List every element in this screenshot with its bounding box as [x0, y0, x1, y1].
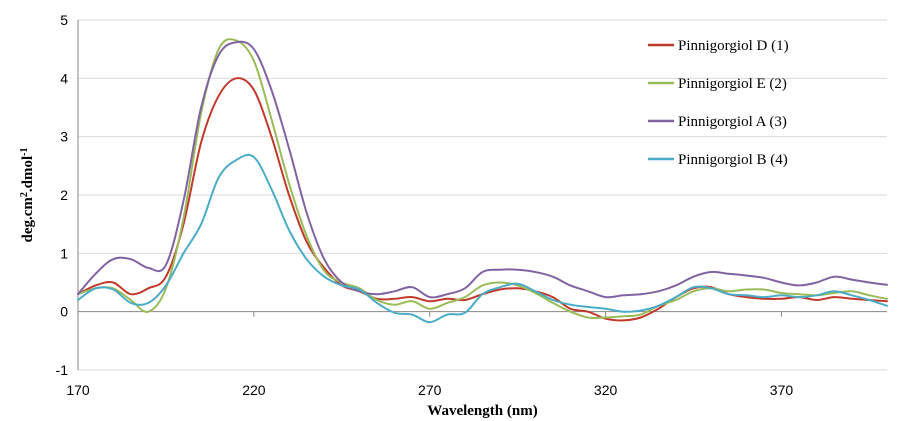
x-tick-label: 320 [594, 382, 618, 398]
y-tick-label: 5 [60, 12, 68, 28]
series-line-3 [77, 40, 888, 299]
series-lines [77, 38, 888, 324]
legend: Pinnigorgiol D (1) Pinnigorgiol E (2) Pinn… [648, 38, 789, 168]
legend-label: Pinnigorgiol A (3) [678, 114, 787, 130]
x-axis-title: Wavelength (nm) [427, 403, 537, 419]
series-line-4 [77, 153, 888, 324]
y-tick-label: 4 [60, 70, 68, 86]
y-axis-title-main: deg.cm [20, 197, 36, 243]
y-axis-title: deg.cm2.dmol-1 [19, 147, 37, 242]
x-tick-label: 170 [66, 382, 90, 398]
y-tick-label: 3 [60, 129, 68, 145]
legend-label: Pinnigorgiol B (4) [678, 152, 788, 168]
y-tick-label: 0 [60, 304, 68, 320]
y-axis-title-sup1: 2 [19, 192, 30, 197]
gridlines [78, 19, 887, 371]
x-tick-marks [77, 311, 782, 317]
y-tick-label: 1 [60, 245, 68, 261]
y-axis-title-sup2: -1 [19, 147, 30, 155]
y-tick-label: 2 [60, 187, 68, 203]
x-tick-labels: 170 220 270 320 370 [66, 382, 793, 398]
y-tick-label: -1 [56, 362, 69, 378]
x-tick-label: 370 [770, 382, 794, 398]
y-tick-labels: -1 0 1 2 3 4 5 [56, 12, 69, 378]
x-tick-label: 220 [242, 382, 266, 398]
y-axis-title-mid: .dmol [20, 156, 36, 192]
x-tick-label: 270 [418, 382, 442, 398]
legend-label: Pinnigorgiol E (2) [678, 76, 787, 92]
legend-label: Pinnigorgiol D (1) [678, 38, 789, 54]
